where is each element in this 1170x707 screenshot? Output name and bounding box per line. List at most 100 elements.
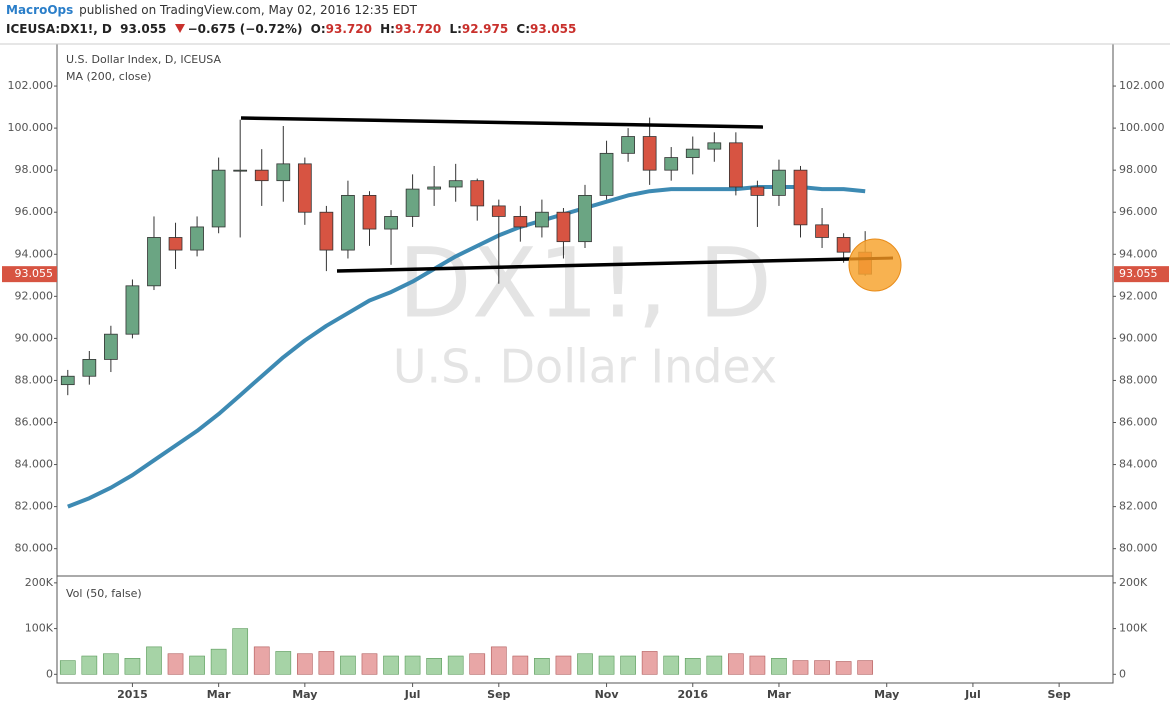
y-tick-label-right: 92.000 bbox=[1119, 289, 1158, 302]
candle-body bbox=[168, 237, 183, 251]
candle-body bbox=[384, 216, 398, 230]
low-label: L: bbox=[449, 22, 462, 36]
volume-bar bbox=[663, 655, 680, 675]
y-tick-label: 84.000 bbox=[15, 458, 54, 471]
volume-bar bbox=[167, 653, 184, 675]
candle-body bbox=[276, 163, 291, 182]
published: published on TradingView.com, May 02, 20… bbox=[79, 3, 417, 17]
candle-body bbox=[254, 169, 269, 182]
y-tick-label: 96.000 bbox=[15, 205, 54, 218]
volume-bar bbox=[275, 651, 292, 675]
candle-body bbox=[405, 188, 420, 217]
candle-body bbox=[707, 142, 722, 150]
volume-bar bbox=[620, 655, 636, 675]
candle-body bbox=[190, 226, 204, 251]
candle-body bbox=[664, 157, 679, 171]
candle-body bbox=[147, 237, 161, 287]
candle-body bbox=[448, 180, 463, 188]
volume-tick-label: 200K bbox=[25, 576, 54, 589]
open: 93.720 bbox=[325, 22, 372, 36]
y-tick-label-right: 86.000 bbox=[1119, 415, 1158, 428]
x-tick-label: May bbox=[292, 688, 317, 701]
volume-bar bbox=[404, 655, 421, 675]
y-tick-label: 82.000 bbox=[15, 500, 54, 513]
volume-tick-label-right: 100K bbox=[1119, 622, 1148, 635]
candle-body bbox=[470, 180, 485, 207]
volume-bar bbox=[210, 648, 227, 675]
candle-body bbox=[836, 237, 851, 253]
y-tick-label-right: 84.000 bbox=[1119, 458, 1158, 471]
volume-bar bbox=[469, 653, 486, 675]
x-tick-label: Jul bbox=[964, 688, 981, 701]
y-tick-label: 88.000 bbox=[15, 373, 54, 386]
x-tick-label: Mar bbox=[767, 688, 791, 701]
candle-body bbox=[60, 375, 75, 386]
legend-title: U.S. Dollar Index, D, ICEUSA bbox=[66, 53, 221, 66]
y-tick-label-right: 98.000 bbox=[1119, 163, 1158, 176]
volume-bar bbox=[684, 658, 701, 675]
y-tick-label-right: 82.000 bbox=[1119, 500, 1158, 513]
x-tick-label: Nov bbox=[595, 688, 620, 701]
volume-bar bbox=[555, 655, 572, 675]
volume-bar bbox=[296, 653, 313, 675]
highlight-circle bbox=[848, 238, 902, 292]
volume-bar bbox=[340, 655, 356, 675]
y-tick-label: 102.000 bbox=[8, 79, 54, 92]
resistance-line bbox=[240, 116, 764, 129]
change: −0.675 (−0.72%) bbox=[187, 22, 303, 36]
volume-tick-label: 0 bbox=[46, 667, 53, 680]
candle-body bbox=[772, 169, 786, 196]
symbol: ICEUSA:DX1!, D bbox=[6, 22, 112, 36]
candle-body bbox=[642, 136, 657, 171]
y-tick-label: 90.000 bbox=[15, 331, 54, 344]
watermark-subtitle: U.S. Dollar Index bbox=[393, 340, 777, 394]
volume-bar bbox=[814, 660, 830, 675]
y-tick-label: 100.000 bbox=[8, 121, 54, 134]
price-marker-left bbox=[2, 266, 57, 283]
down-arrow bbox=[174, 24, 185, 33]
x-tick-label: 2016 bbox=[677, 688, 708, 701]
y-tick-label-right: 100.000 bbox=[1119, 121, 1165, 134]
volume-bar bbox=[383, 655, 399, 675]
price-marker-right-label: 93.055 bbox=[1119, 267, 1158, 280]
y-tick-label: 94.000 bbox=[15, 247, 54, 260]
close-label: C: bbox=[516, 22, 531, 36]
author[interactable]: MacroOps bbox=[6, 3, 74, 17]
volume-tick-label: 100K bbox=[25, 622, 54, 635]
y-tick-label-right: 102.000 bbox=[1119, 79, 1165, 92]
volume-bar bbox=[232, 628, 249, 675]
x-tick-label: Sep bbox=[1047, 688, 1070, 701]
candle-body bbox=[427, 186, 442, 190]
candle-body bbox=[82, 359, 97, 377]
candle-body bbox=[104, 333, 118, 360]
y-tick-label: 80.000 bbox=[15, 542, 54, 555]
x-tick-label: Jul bbox=[404, 688, 421, 701]
candle-body bbox=[297, 163, 312, 213]
volume-bar bbox=[124, 658, 141, 675]
volume-bar bbox=[512, 655, 529, 675]
volume-bar bbox=[490, 646, 507, 675]
candle-body bbox=[578, 194, 592, 243]
volume-bar bbox=[318, 651, 335, 675]
volume-bar bbox=[577, 653, 593, 675]
open-label: O: bbox=[310, 22, 326, 36]
volume-bar bbox=[771, 658, 787, 675]
y-tick-label: 92.000 bbox=[15, 289, 54, 302]
y-tick-label: 98.000 bbox=[15, 163, 54, 176]
volume-bar bbox=[598, 655, 615, 675]
y-tick-label-right: 96.000 bbox=[1119, 205, 1158, 218]
candle-body bbox=[556, 211, 571, 243]
volume-bar bbox=[361, 653, 378, 675]
volume-bar bbox=[447, 655, 464, 675]
ma-line bbox=[67, 185, 866, 509]
volume-tick-label-right: 200K bbox=[1119, 576, 1148, 589]
legend-volume: Vol (50, false) bbox=[66, 587, 142, 600]
volume-bar bbox=[146, 646, 162, 675]
candle-body bbox=[750, 186, 765, 196]
volume-bar bbox=[59, 660, 76, 675]
volume-bar bbox=[749, 655, 766, 675]
candle-body bbox=[685, 148, 700, 158]
volume-bar bbox=[728, 653, 744, 675]
